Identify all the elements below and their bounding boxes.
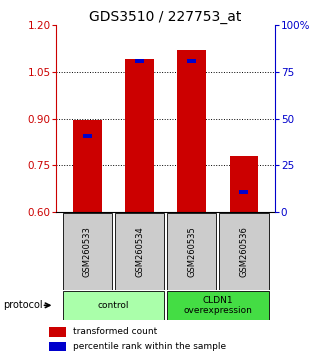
Text: GSM260535: GSM260535	[187, 226, 196, 277]
Text: transformed count: transformed count	[73, 327, 157, 336]
Bar	[49, 327, 66, 337]
Bar	[167, 291, 269, 320]
Bar	[135, 59, 144, 63]
Title: GDS3510 / 227753_at: GDS3510 / 227753_at	[89, 10, 242, 24]
Bar	[49, 342, 66, 351]
Bar	[219, 213, 269, 290]
Bar	[62, 213, 112, 290]
Bar	[83, 134, 92, 138]
Text: GSM260533: GSM260533	[83, 226, 92, 277]
Text: CLDN1
overexpression: CLDN1 overexpression	[183, 296, 252, 315]
Bar	[125, 59, 154, 212]
Text: protocol: protocol	[3, 300, 43, 310]
Text: control: control	[98, 301, 129, 310]
Text: percentile rank within the sample: percentile rank within the sample	[73, 342, 226, 351]
Bar	[187, 59, 196, 63]
Text: GSM260536: GSM260536	[239, 226, 248, 277]
Bar	[73, 120, 102, 212]
Bar	[167, 213, 217, 290]
Bar	[62, 291, 164, 320]
Bar	[229, 156, 258, 212]
Text: GSM260534: GSM260534	[135, 226, 144, 277]
Bar	[177, 50, 206, 212]
Bar	[115, 213, 164, 290]
Bar	[239, 190, 248, 194]
